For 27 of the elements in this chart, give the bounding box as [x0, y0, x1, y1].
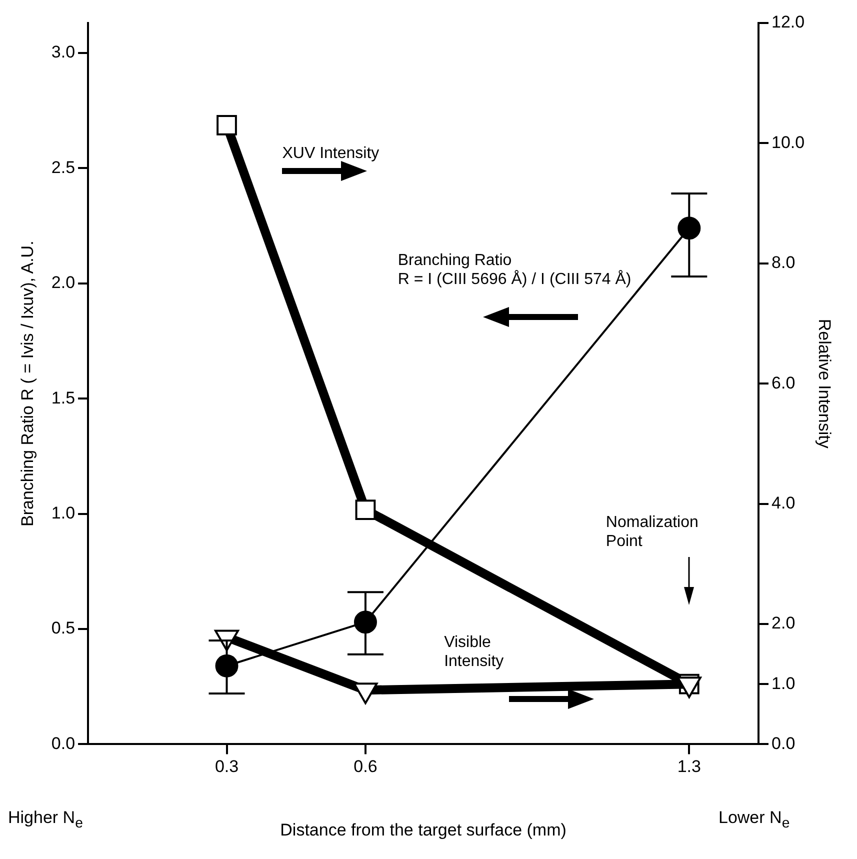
- y2-tick-label: 4.0: [772, 493, 796, 512]
- x-axis-title: Distance from the target surface (mm): [280, 820, 566, 840]
- y2-axis-title: Relative Intensity: [815, 318, 834, 449]
- y-tick-label: 0.0: [51, 734, 76, 753]
- annotation: Visible Intensity: [444, 633, 504, 672]
- y-tick-label: 1.5: [51, 388, 76, 408]
- y-tick-label: 0.5: [51, 618, 76, 638]
- y-tick-label: 1.0: [51, 503, 76, 522]
- annotation: Nomalization Point: [606, 512, 698, 551]
- y-tick-label: 3.0: [51, 42, 76, 62]
- y-tick-label: 2.0: [51, 273, 76, 292]
- y2-tick-label: 10.0: [772, 132, 805, 152]
- y2-tick-label: 1.0: [772, 674, 796, 693]
- y-tick-label: 2.5: [51, 158, 76, 177]
- text: Higher N$_{e}$: [8, 808, 83, 832]
- y2-tick-label: 12.0: [772, 12, 805, 32]
- y2-tick-label: 2.0: [772, 614, 796, 633]
- annotation: Branching Ratio R = I (CIII 5696 Å) / I (CIII 574 Å): [398, 251, 632, 290]
- x-tick-label: 0.3: [214, 757, 239, 776]
- y2-tick-label: 0.0: [772, 734, 796, 753]
- x-tick-label: 0.6: [354, 757, 378, 776]
- y-axis-title: Branching Ratio R ( = Ivis / Ixuv), A.U.: [18, 240, 37, 526]
- y2-tick-label: 8.0: [772, 253, 796, 272]
- y2-tick-label: 6.0: [772, 373, 796, 392]
- annotation: XUV Intensity: [282, 144, 380, 164]
- text: Lower N$_{e}$: [718, 808, 790, 832]
- x-tick-label: 1.3: [677, 757, 701, 776]
